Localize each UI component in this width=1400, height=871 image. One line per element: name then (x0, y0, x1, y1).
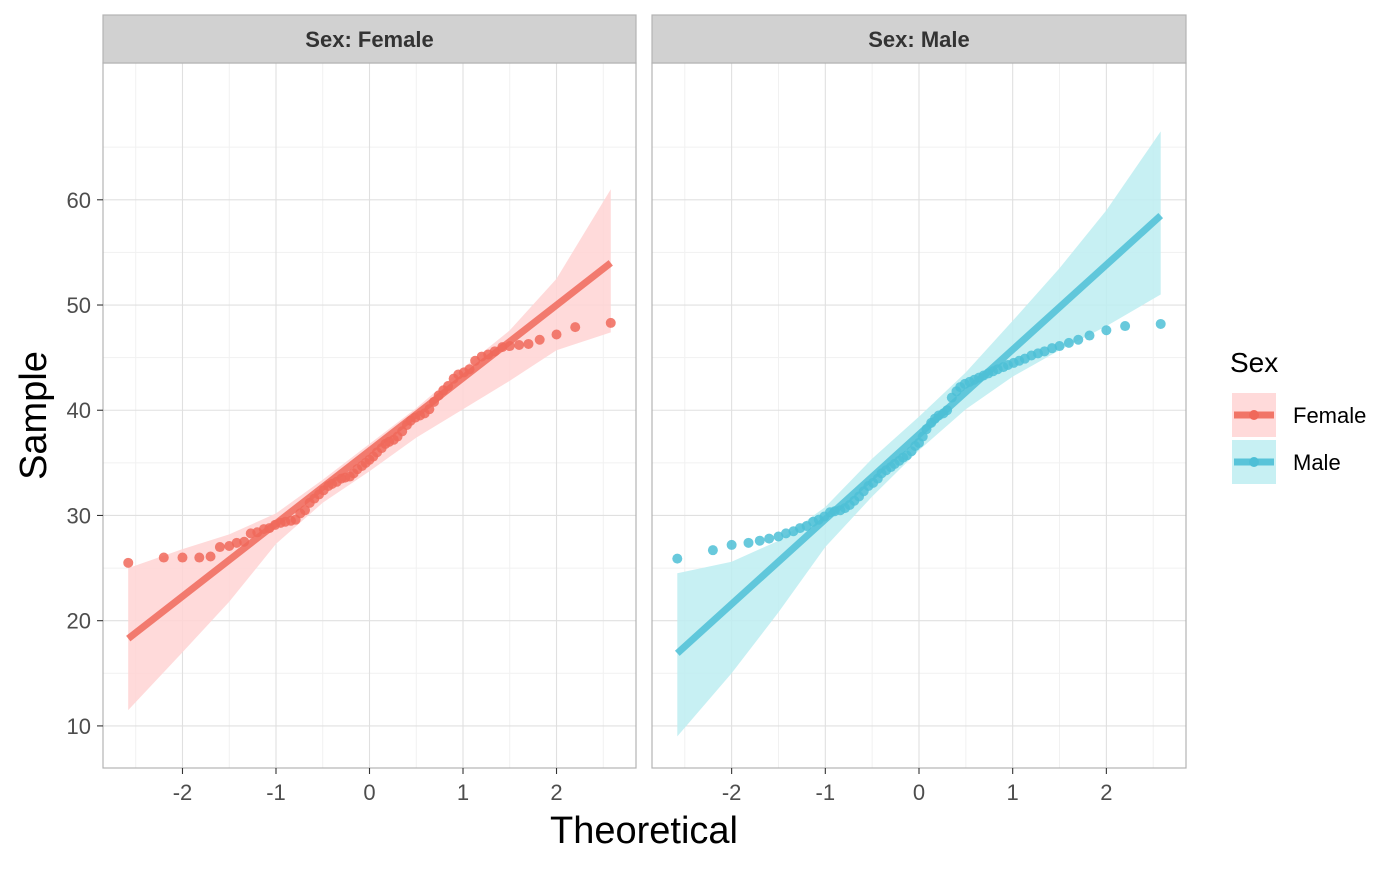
facet-strip-label: Sex: Female (305, 27, 433, 52)
y-tick-label: 50 (67, 293, 91, 318)
data-point (534, 334, 545, 345)
data-point (504, 341, 515, 352)
data-point (1054, 341, 1065, 352)
panel-male: Sex: Male -2 -1 0 1 2 (651, 14, 1187, 805)
data-point (726, 539, 737, 550)
data-point (942, 405, 953, 416)
data-point (443, 381, 454, 392)
data-point (194, 552, 205, 563)
x-tick-label: -1 (266, 780, 286, 805)
data-point (123, 557, 134, 568)
y-tick-label: 10 (67, 714, 91, 739)
x-tick-label: 0 (913, 780, 925, 805)
data-point (764, 533, 775, 544)
x-tick-label: -1 (816, 780, 836, 805)
data-point (523, 338, 534, 349)
data-point (177, 552, 188, 563)
facet-strip-label: Sex: Male (868, 27, 970, 52)
y-tick-label: 20 (67, 609, 91, 634)
data-point (514, 340, 525, 350)
data-point (754, 535, 765, 546)
data-point (1155, 318, 1166, 329)
y-tick-label: 60 (67, 188, 91, 213)
x-tick-label: 0 (363, 780, 375, 805)
data-point (205, 551, 216, 562)
data-point (672, 553, 683, 564)
y-tick-label: 40 (67, 398, 91, 423)
x-tick-label: -2 (173, 780, 193, 805)
data-point (489, 346, 500, 357)
data-point (1084, 330, 1095, 341)
reference-line (126, 260, 613, 642)
x-tick-label: 1 (1007, 780, 1019, 805)
x-tick-label: 2 (550, 780, 562, 805)
x-tick-label: -2 (722, 780, 742, 805)
data-point (1120, 321, 1131, 332)
data-point (1047, 343, 1058, 354)
x-tick-label: 1 (457, 780, 469, 805)
legend-key-point (1249, 457, 1259, 467)
data-point (424, 404, 435, 415)
data-point (1063, 337, 1074, 348)
data-point (570, 322, 581, 333)
data-point (780, 528, 791, 539)
legend-key-point (1249, 410, 1259, 420)
data-point (224, 540, 235, 551)
legend-label: Male (1293, 450, 1341, 475)
data-point (231, 537, 242, 548)
legend-key-female (1232, 393, 1276, 437)
facet-strip (651, 14, 1187, 64)
legend-title: Sex (1230, 347, 1278, 378)
data-point (773, 531, 784, 542)
legend-label: Female (1293, 403, 1366, 428)
panel-female: Sex: Female -2 -1 0 1 2 (102, 14, 637, 805)
data-point (605, 317, 616, 328)
data-point (497, 342, 508, 353)
data-point (551, 329, 562, 340)
legend: Sex Female Male (1230, 347, 1366, 484)
legend-key-male (1232, 440, 1276, 484)
y-axis-title: Sample (13, 351, 55, 480)
data-point (1073, 334, 1084, 345)
x-axis-title: Theoretical (550, 810, 738, 852)
facet-strip (102, 14, 637, 64)
data-point (917, 431, 928, 442)
data-point (743, 537, 754, 548)
data-point (299, 505, 310, 516)
x-tick-label: 2 (1100, 780, 1112, 805)
data-point (158, 552, 169, 563)
data-point (214, 542, 225, 553)
y-tick-label: 30 (67, 503, 91, 528)
data-point (1039, 346, 1050, 357)
data-point (707, 545, 718, 556)
data-point (1101, 325, 1112, 336)
data-point (239, 536, 250, 547)
data-point (464, 364, 475, 375)
